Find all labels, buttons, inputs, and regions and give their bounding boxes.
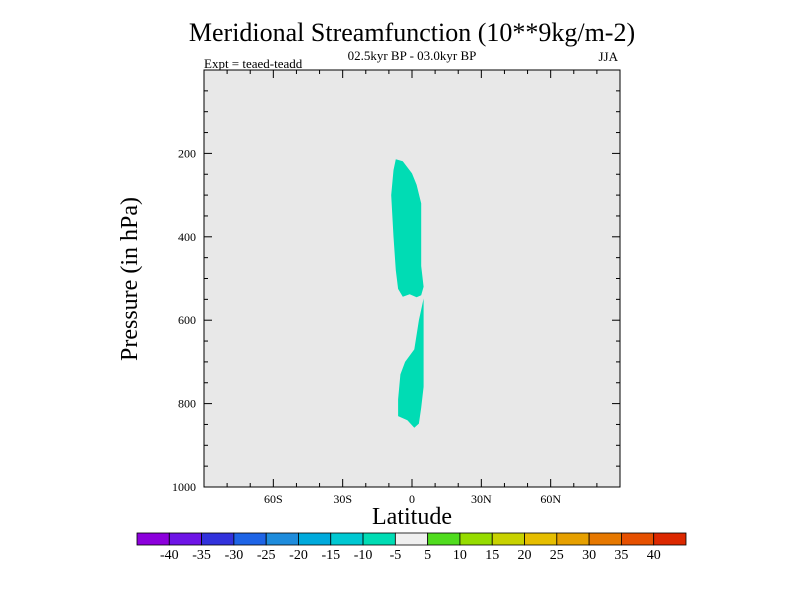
x-axis: 60S 30S 0 30N 60N [226, 70, 598, 506]
colorbar-swatch [653, 532, 687, 546]
colorbar-label: -40 [160, 548, 179, 563]
x-tick-label: 30N [471, 492, 492, 506]
contour-region-upper-cell [391, 159, 424, 298]
colorbar-label: 30 [582, 548, 596, 563]
colorbar-swatch [298, 532, 332, 546]
colorbar-label: -5 [390, 548, 402, 563]
colorbar-label: 25 [550, 548, 564, 563]
colorbar-swatch [330, 532, 364, 546]
colorbar-label: -30 [225, 548, 244, 563]
colorbar-label: 5 [424, 548, 431, 563]
colorbar-swatch [394, 532, 429, 546]
colorbar-swatch [201, 532, 235, 546]
x-tick-label: 60S [264, 492, 283, 506]
x-axis-title: Latitude [372, 504, 452, 530]
colorbar-label: -35 [192, 548, 211, 563]
time-period-label: 02.5kyr BP - 03.0kyr BP [348, 48, 477, 63]
y-tick-label: 1000 [172, 480, 196, 494]
chart-title: Meridional Streamfunction (10**9kg/m-2) [189, 18, 635, 47]
season-label: JJA [598, 49, 618, 64]
colorbar-label: 20 [518, 548, 532, 563]
y-tick-label: 400 [178, 230, 196, 244]
colorbar-label: -15 [321, 548, 340, 563]
colorbar-swatch [588, 532, 622, 546]
colorbar-swatch [459, 532, 493, 546]
colorbar-swatch [524, 532, 558, 546]
y-tick-label: 200 [178, 146, 196, 160]
colorbar-label: -10 [354, 548, 373, 563]
colorbar: -40 -35 -30 -25 -20 -15 -10 -5 5 10 15 20 25 30 35 40 [136, 532, 687, 563]
plot-area [203, 69, 621, 488]
colorbar-swatch [362, 532, 396, 546]
colorbar-swatch [233, 532, 267, 546]
colorbar-label: -25 [257, 548, 276, 563]
colorbar-swatch [427, 532, 461, 546]
colorbar-swatch [556, 532, 590, 546]
x-tick-label: 0 [409, 492, 415, 506]
colorbar-label: 10 [453, 548, 467, 563]
colorbar-swatch [168, 532, 202, 546]
colorbar-label: 40 [647, 548, 661, 563]
colorbar-swatch [136, 532, 170, 546]
y-axis: 200 400 600 800 1000 [172, 90, 620, 494]
x-tick-label: 30S [333, 492, 352, 506]
y-axis-title: Pressure (in hPa) [117, 197, 143, 361]
colorbar-label: 35 [614, 548, 628, 563]
x-tick-label: 60N [540, 492, 561, 506]
y-tick-label: 800 [178, 397, 196, 411]
contour-region-lower-cell [398, 298, 424, 428]
colorbar-swatch [621, 532, 655, 546]
colorbar-label: -20 [289, 548, 308, 563]
colorbar-swatch [491, 532, 525, 546]
colorbar-swatch [265, 532, 299, 546]
colorbar-label: 15 [485, 548, 499, 563]
experiment-label: Expt = teaed-teadd [204, 56, 303, 71]
y-tick-label: 600 [178, 313, 196, 327]
